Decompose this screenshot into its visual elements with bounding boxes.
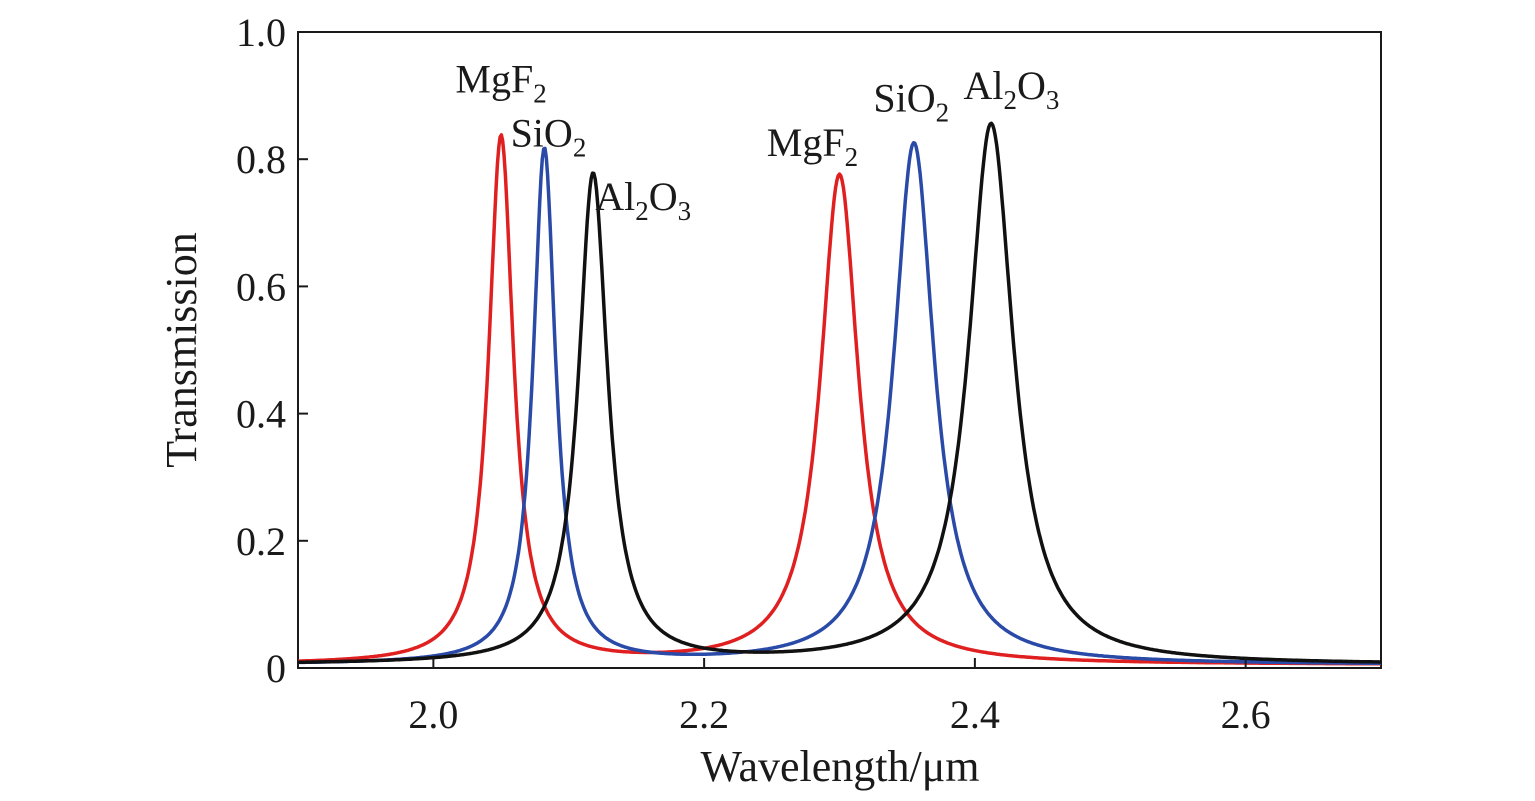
y-tick-label: 1.0 <box>236 10 286 55</box>
peak-label-base: SiO <box>873 76 935 121</box>
x-tick-label: 2.2 <box>679 692 729 737</box>
peak-label-subscript: 2 <box>573 132 587 162</box>
peak-label: SiO2 <box>511 110 587 162</box>
peak-label-base: Al <box>963 63 1003 108</box>
x-tick-label: 2.4 <box>950 692 1000 737</box>
peak-label: MgF2 <box>767 120 858 172</box>
tick-layer: 2.0 2.2 2.4 2.6 0 0.2 0.4 0.6 0.8 1.0 <box>236 10 1271 737</box>
peak-label-tail: O <box>649 174 678 219</box>
y-axis-label: Transmission <box>157 232 206 468</box>
x-tick-label: 2.0 <box>408 692 458 737</box>
x-axis-label: Wavelength/μm <box>700 742 979 791</box>
peak-label: Al2O3 <box>595 174 691 226</box>
peak-label-base: Al <box>595 174 635 219</box>
peak-label-subscript: 3 <box>678 196 692 226</box>
y-tick-label: 0.8 <box>236 137 286 182</box>
peak-label: MgF2 <box>455 56 546 108</box>
x-tick-label: 2.6 <box>1221 692 1271 737</box>
peak-label-subscript: 2 <box>845 142 859 172</box>
peak-label-subscript: 2 <box>635 196 649 226</box>
peak-label-subscript: 3 <box>1046 85 1060 115</box>
y-tick-label: 0 <box>266 646 286 691</box>
peak-label-base: MgF <box>455 56 533 101</box>
series-line <box>297 121 1382 665</box>
peak-label-base: MgF <box>767 120 845 165</box>
y-tick-label: 0.6 <box>236 264 286 309</box>
peak-label-subscript: 2 <box>1003 85 1017 115</box>
series-layer <box>297 121 1382 666</box>
y-tick-label: 0.2 <box>236 519 286 564</box>
y-tick-label: 0.4 <box>236 392 286 437</box>
peak-label-subscript: 2 <box>533 78 547 108</box>
peak-label-tail: O <box>1017 63 1046 108</box>
plot-area-frame <box>297 31 1382 669</box>
series-line <box>297 141 1382 666</box>
peak-label: SiO2 <box>873 76 949 128</box>
peak-label: Al2O3 <box>963 63 1059 115</box>
series-line <box>297 133 1382 666</box>
peak-label-base: SiO <box>511 110 573 155</box>
peak-label-subscript: 2 <box>936 98 950 128</box>
